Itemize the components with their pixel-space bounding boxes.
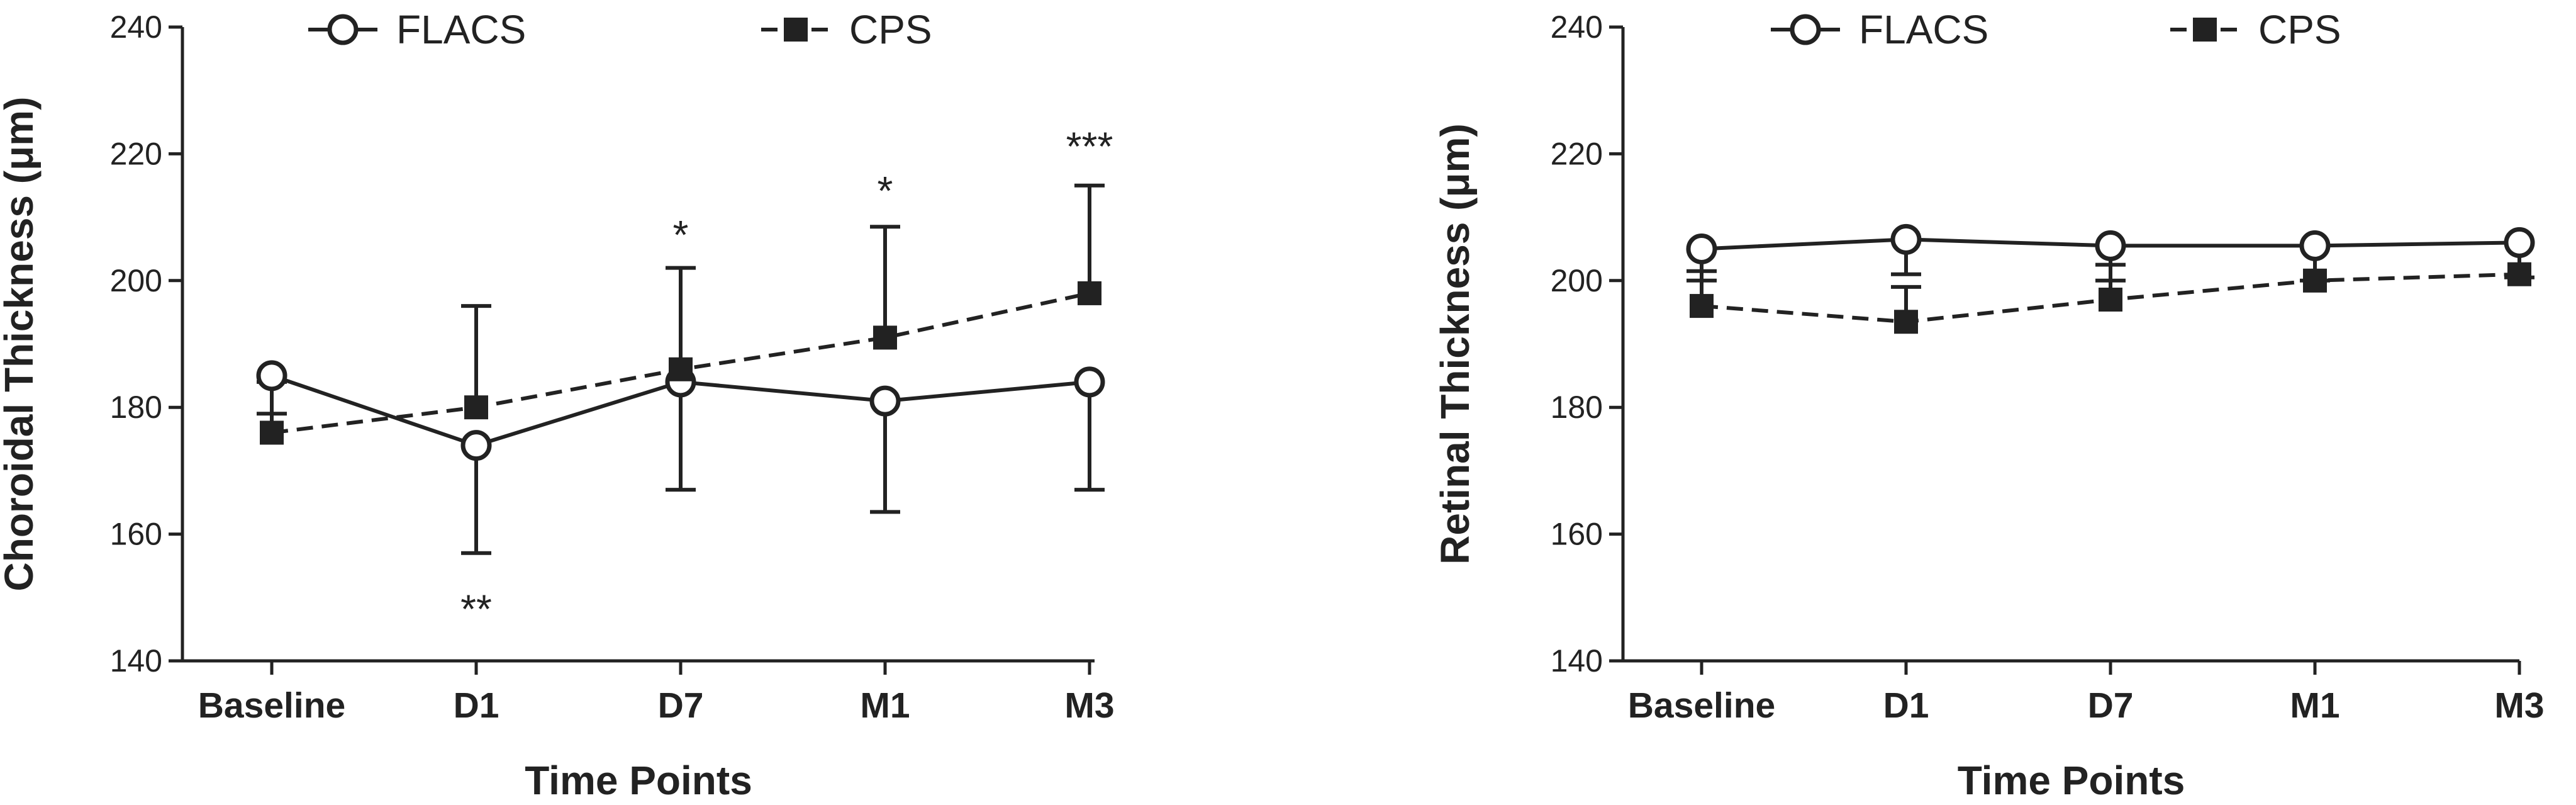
- y-axis-title: Retinal Thickness (μm): [1432, 123, 1478, 565]
- data-point-flacs: [2504, 227, 2535, 258]
- y-tick-label: 240: [110, 9, 162, 45]
- legend-marker-flacs: [1790, 14, 1821, 45]
- data-point-cps: [2507, 262, 2531, 286]
- significance-marker: ***: [1066, 123, 1113, 169]
- data-point-cps: [2099, 288, 2122, 312]
- data-point-cps: [669, 357, 693, 381]
- x-axis-title: Time Points: [1958, 758, 2185, 803]
- data-point-flacs: [2299, 230, 2331, 261]
- y-tick-label: 140: [1551, 643, 1603, 678]
- x-axis-title: Time Points: [525, 758, 752, 803]
- y-tick-label: 180: [1551, 390, 1603, 425]
- retinal-thickness-chart: 140 160 180 200 220 240 Baseline D1 D7 M1 M3 Time P…: [1432, 7, 2545, 803]
- legend-label-cps: CPS: [849, 7, 932, 52]
- choroidal-thickness-chart: 140 160 180 200 220 240 Baseline D1 D7 M1 M3 Time P…: [0, 7, 1115, 803]
- x-tick-label: D7: [658, 685, 704, 726]
- data-point-cps: [464, 395, 488, 420]
- data-point-cps: [1078, 281, 1101, 305]
- data-point-cps: [873, 325, 897, 350]
- x-tick-label: M3: [1064, 685, 1114, 726]
- data-point-cps: [2303, 268, 2327, 293]
- y-axis-title: Choroidal Thickness (μm): [0, 97, 42, 592]
- x-tick-label: D1: [1883, 685, 1929, 726]
- y-tick-label: 160: [110, 517, 162, 552]
- x-tick-label: D1: [454, 685, 499, 726]
- data-point-flacs: [2095, 230, 2126, 261]
- x-tick-label: M1: [2290, 685, 2339, 726]
- x-tick-label: Baseline: [198, 685, 345, 726]
- data-point-flacs: [869, 385, 901, 417]
- x-tick-label: M3: [2494, 685, 2544, 726]
- significance-marker: *: [673, 212, 689, 257]
- y-tick-label: 200: [110, 263, 162, 298]
- y-tick-label: 200: [1551, 263, 1603, 298]
- x-tick-label: D7: [2088, 685, 2134, 726]
- y-tick-label: 140: [110, 643, 162, 678]
- x-tick-label: Baseline: [1628, 685, 1775, 726]
- significance-marker: **: [460, 586, 492, 631]
- data-point-cps: [260, 420, 284, 445]
- data-point-cps: [1690, 294, 1714, 318]
- legend-label-cps: CPS: [2258, 7, 2341, 52]
- data-point-flacs: [460, 430, 492, 461]
- legend-marker-cps: [2193, 18, 2217, 42]
- y-tick-label: 220: [1551, 136, 1603, 171]
- x-tick-label: M1: [860, 685, 910, 726]
- y-tick-label: 160: [1551, 517, 1603, 552]
- data-point-flacs: [1686, 233, 1717, 264]
- data-point-flacs: [1890, 223, 1922, 255]
- data-point-cps: [1894, 310, 1918, 334]
- significance-marker: *: [878, 168, 893, 213]
- data-point-flacs: [1074, 366, 1105, 398]
- y-tick-label: 180: [110, 390, 162, 425]
- legend-label-flacs: FLACS: [1859, 7, 1988, 52]
- legend-marker-flacs: [327, 14, 359, 45]
- legend-label-flacs: FLACS: [396, 7, 526, 52]
- y-tick-label: 240: [1551, 9, 1603, 45]
- legend-marker-cps: [784, 18, 808, 42]
- y-tick-label: 220: [110, 136, 162, 171]
- data-point-flacs: [256, 360, 287, 391]
